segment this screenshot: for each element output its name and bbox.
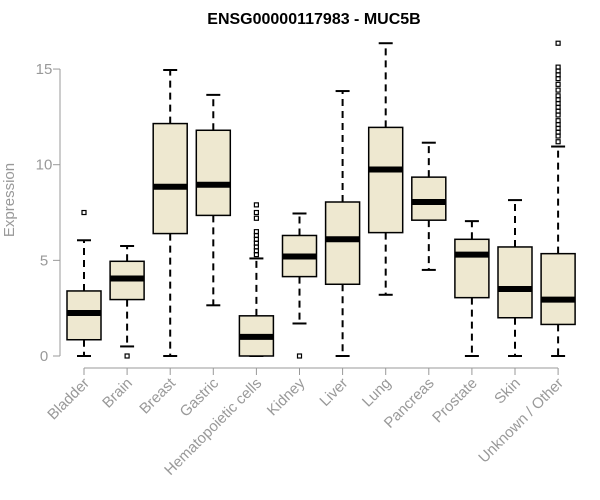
outlier-point (555, 40, 561, 46)
outlier-point (253, 209, 259, 216)
outlier-point (296, 353, 303, 359)
outlier-point (555, 64, 561, 70)
iqr-box (152, 122, 188, 235)
iqr-box (367, 126, 404, 234)
y-axis-label: Expression (1, 163, 18, 237)
iqr-box (540, 252, 576, 326)
outlier-point (81, 209, 87, 216)
iqr-box (454, 238, 490, 299)
box-gastric (195, 93, 232, 307)
x-tick-label: Breast (136, 374, 179, 417)
y-tick-label: 10 (36, 157, 53, 174)
box-kidney (281, 212, 318, 359)
box-bladder (66, 209, 102, 357)
outlier-point (253, 202, 259, 208)
box-skin (497, 199, 533, 357)
box-prostate (454, 220, 490, 357)
box-liver (324, 90, 361, 357)
box-brain (109, 245, 145, 359)
iqr-box (324, 201, 361, 286)
outlier-point (555, 81, 561, 87)
outlier-point (555, 93, 561, 99)
box-hematopoietic-cells (238, 202, 275, 357)
x-tick-label: Brain (99, 375, 136, 412)
outlier-point (555, 118, 561, 124)
x-tick-label: Lung (359, 375, 395, 411)
outlier-point (555, 139, 561, 145)
y-tick-label: 5 (40, 252, 48, 269)
iqr-box (411, 176, 447, 221)
y-tick-label: 0 (40, 348, 48, 365)
iqr-box (195, 129, 232, 217)
y-axis-ticks: 0 5 10 15 (36, 61, 60, 365)
outlier-point (555, 87, 561, 93)
x-tick-label: Liver (316, 375, 351, 410)
x-tick-label: Bladder (44, 375, 93, 424)
box-series (66, 40, 576, 359)
outlier-point (253, 215, 259, 221)
y-tick-label: 15 (36, 61, 53, 78)
box-breast (152, 69, 188, 357)
x-tick-label: Skin (491, 375, 524, 408)
box-unknown-other (540, 40, 576, 357)
box-pancreas (411, 141, 447, 271)
box-lung (367, 42, 404, 296)
chart-title: ENSG00000117983 - MUC5B (207, 11, 420, 28)
iqr-box (497, 246, 533, 319)
outlier-point (124, 353, 130, 359)
x-tick-label: Kidney (264, 374, 309, 419)
x-tick-label: Prostate (429, 375, 481, 427)
outlier-point (253, 229, 259, 235)
